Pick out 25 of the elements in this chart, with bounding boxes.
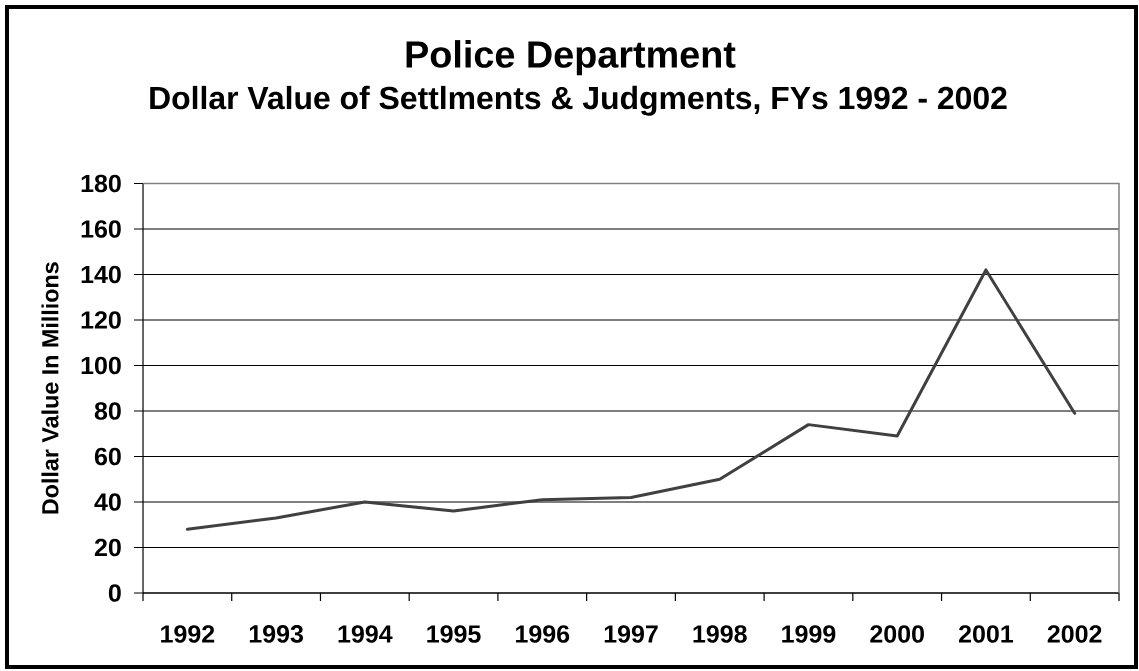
y-tick-label: 160 [81, 220, 121, 238]
y-tick-label: 60 [94, 447, 121, 466]
y-axis-title: Dollar Value In Millions [41, 262, 59, 514]
x-tick-label: 2002 [1047, 625, 1102, 643]
x-tick-label: 1993 [249, 625, 303, 643]
x-tick-label: 1999 [782, 625, 836, 643]
y-tick-label: 100 [81, 356, 121, 375]
x-tick-label: 2001 [958, 625, 1014, 643]
y-tick-label: 80 [94, 402, 121, 420]
chart-subtitle: Dollar Value of Settlments & Judgments, FYs 1992 - 2002 [150, 85, 1007, 116]
x-tick-label: 1995 [427, 625, 481, 643]
x-tick-label: 1992 [161, 625, 215, 643]
x-tick-label: 1998 [693, 625, 747, 643]
x-tick-label: 1994 [338, 625, 393, 643]
chart-title: Police Department [406, 40, 736, 76]
x-tick-label: 2000 [870, 625, 924, 643]
y-tick-label: 180 [81, 174, 121, 193]
y-tick-label: 20 [94, 538, 121, 557]
x-tick-label: 1996 [516, 625, 570, 643]
x-tick-label: 1997 [604, 625, 658, 643]
y-tick-label: 120 [81, 311, 121, 329]
y-tick-label: 140 [81, 265, 121, 284]
line-series [185, 268, 1077, 531]
y-tick-label: 0 [108, 584, 121, 602]
y-tick-label: 40 [94, 493, 121, 511]
